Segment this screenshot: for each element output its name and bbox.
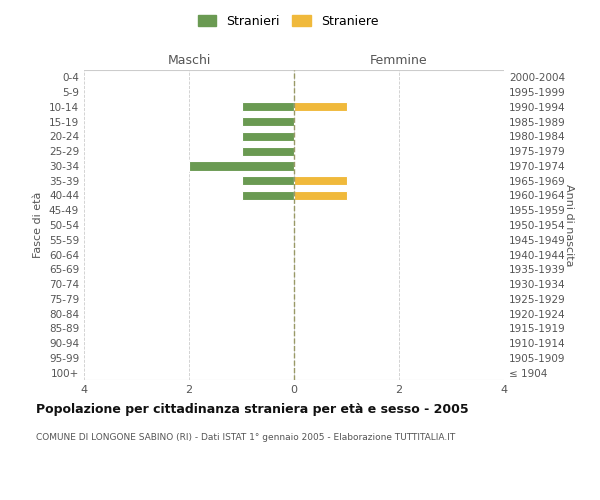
Bar <box>241 176 294 186</box>
Text: Maschi: Maschi <box>167 54 211 68</box>
Bar <box>241 191 294 200</box>
Y-axis label: Fasce di età: Fasce di età <box>34 192 43 258</box>
Bar <box>241 102 294 112</box>
Bar <box>294 102 347 112</box>
Bar <box>241 132 294 141</box>
Legend: Stranieri, Straniere: Stranieri, Straniere <box>194 11 382 32</box>
Bar <box>189 162 294 170</box>
Text: Popolazione per cittadinanza straniera per età e sesso - 2005: Popolazione per cittadinanza straniera p… <box>36 402 469 415</box>
Text: COMUNE DI LONGONE SABINO (RI) - Dati ISTAT 1° gennaio 2005 - Elaborazione TUTTIT: COMUNE DI LONGONE SABINO (RI) - Dati IST… <box>36 432 455 442</box>
Bar <box>241 117 294 126</box>
Text: Femmine: Femmine <box>370 54 428 68</box>
Y-axis label: Anni di nascita: Anni di nascita <box>564 184 574 266</box>
Bar <box>294 191 347 200</box>
Bar <box>294 176 347 186</box>
Bar <box>241 146 294 156</box>
